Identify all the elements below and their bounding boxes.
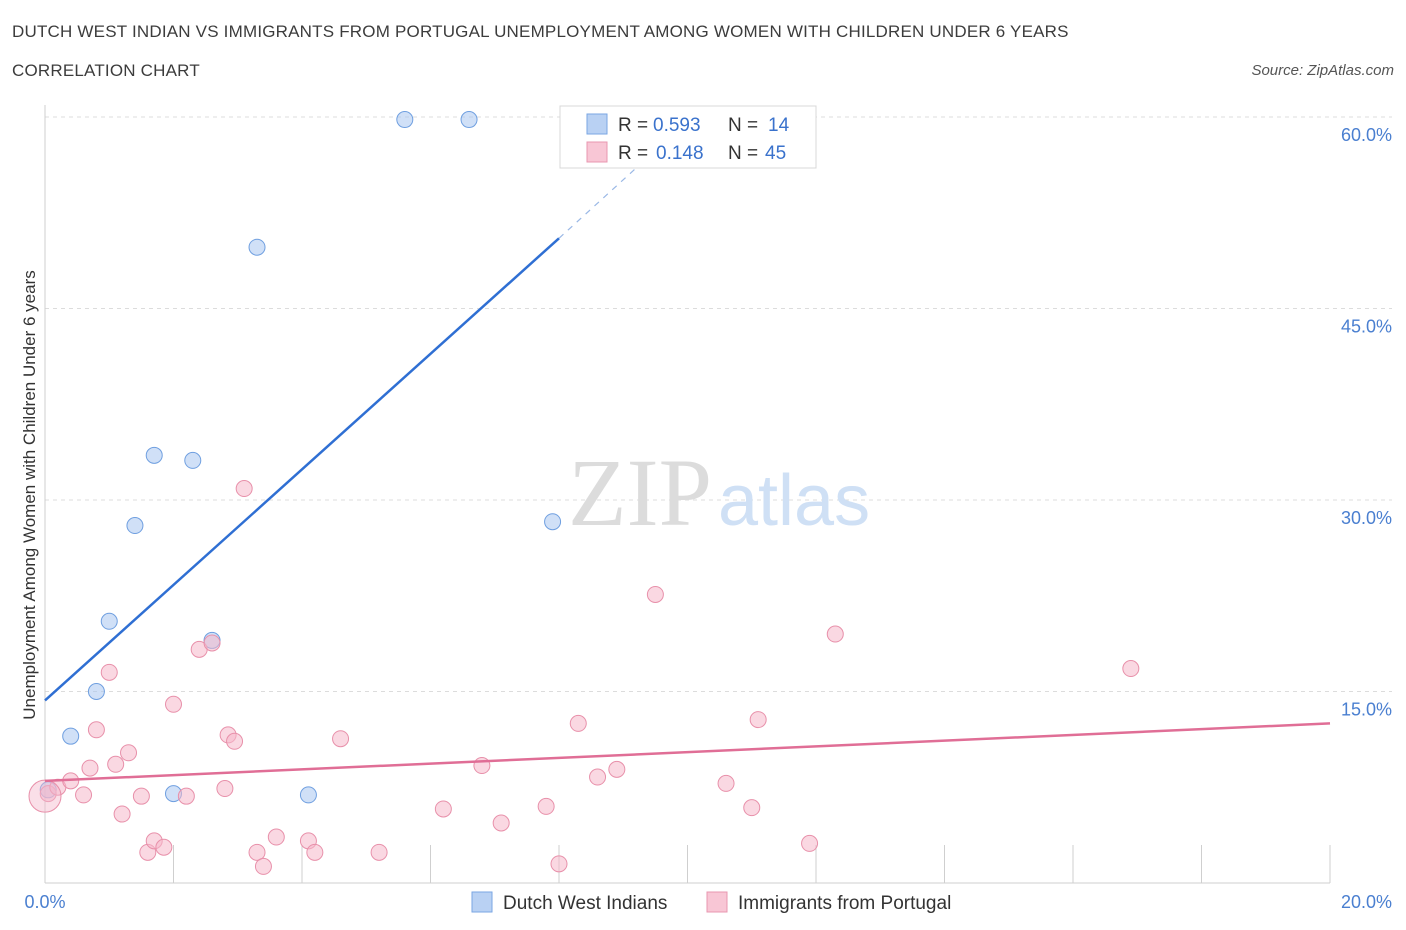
- y-tick-label-0: 15.0%: [1341, 700, 1392, 720]
- y-axis-label: Unemployment Among Women with Children U…: [20, 270, 39, 719]
- trend-line-series0: [44, 237, 560, 702]
- point-series1-32: [537, 797, 555, 815]
- chart-title: DUTCH WEST INDIAN VS IMMIGRANTS FROM POR…: [12, 22, 1069, 41]
- bottom-legend-label-portugal: Immigrants from Portugal: [738, 893, 951, 914]
- point-series1-35: [589, 768, 607, 786]
- y-tick-label-2: 45.0%: [1341, 317, 1392, 337]
- point-series1-38: [717, 774, 735, 792]
- point-series1-42: [826, 625, 844, 643]
- data-points: [28, 111, 1140, 875]
- legend-r-value-dutch: 0.593: [653, 115, 701, 136]
- trend-extension-series0: [558, 167, 637, 239]
- legend-n-value-dutch: 14: [768, 115, 790, 136]
- legend-swatch-dutch: [586, 113, 608, 135]
- point-series1-36: [608, 760, 626, 778]
- point-series1-8: [113, 805, 131, 823]
- point-series1-26: [306, 843, 324, 861]
- legend-swatch-portugal: [586, 141, 608, 163]
- point-series0-3: [100, 612, 118, 630]
- point-series1-20: [226, 732, 244, 750]
- point-series1-37: [646, 585, 664, 603]
- series-legend: Dutch West Indians Immigrants from Portu…: [471, 891, 951, 914]
- x-tick-label-1: 20.0%: [1341, 892, 1392, 912]
- chart-subtitle: CORRELATION CHART: [12, 61, 200, 80]
- legend-n-label-dutch: N =: [728, 115, 758, 136]
- point-series1-39: [743, 799, 761, 817]
- point-series1-23: [254, 857, 272, 875]
- point-series1-31: [492, 814, 510, 832]
- point-series1-4: [81, 759, 99, 777]
- point-series0-1: [62, 727, 80, 745]
- point-series0-9: [248, 238, 266, 256]
- point-series1-29: [434, 800, 452, 818]
- point-series1-27: [332, 730, 350, 748]
- point-series1-40: [749, 711, 767, 729]
- watermark-zip: ZIP: [568, 439, 712, 546]
- axes: [44, 105, 1331, 884]
- point-series1-22: [248, 843, 266, 861]
- trend-lines: [44, 167, 1331, 783]
- bottom-legend-swatch-dutch: [471, 891, 493, 913]
- point-series1-6: [100, 663, 118, 681]
- point-series1-41: [801, 834, 819, 852]
- point-series1-9: [120, 744, 138, 762]
- point-series1-24: [267, 828, 285, 846]
- point-series1-14: [165, 695, 182, 713]
- x-tick-labels: 0.0% 20.0%: [24, 892, 1392, 912]
- point-series1-44: [28, 779, 62, 813]
- point-series0-4: [126, 517, 144, 535]
- trend-line-series1: [44, 722, 1331, 783]
- legend-r-value-portugal: 0.148: [656, 143, 704, 164]
- point-series1-28: [370, 843, 388, 861]
- point-series0-13: [544, 513, 562, 531]
- legend-n-label-portugal: N =: [728, 143, 758, 164]
- legend-n-value-portugal: 45: [765, 143, 786, 164]
- point-series1-34: [569, 714, 587, 732]
- point-series0-2: [87, 683, 105, 700]
- point-series0-11: [396, 111, 414, 129]
- bottom-legend-swatch-portugal: [706, 891, 728, 913]
- point-series0-6: [184, 451, 202, 469]
- point-series0-10: [299, 786, 317, 804]
- watermark-atlas: atlas: [718, 461, 870, 541]
- grid-lines: [45, 116, 1392, 692]
- point-series1-33: [550, 855, 568, 873]
- legend-r-label-dutch: R =: [618, 115, 648, 136]
- point-series1-3: [75, 786, 93, 804]
- y-tick-labels: 15.0% 30.0% 45.0% 60.0%: [1341, 125, 1392, 720]
- chart-source: Source: ZipAtlas.com: [1251, 62, 1394, 79]
- point-series1-10: [132, 787, 150, 805]
- point-series0-12: [460, 111, 478, 129]
- point-series1-21: [235, 480, 253, 498]
- watermark: ZIP atlas: [568, 439, 870, 546]
- y-tick-label-1: 30.0%: [1341, 508, 1392, 528]
- bottom-legend-label-dutch: Dutch West Indians: [503, 893, 667, 914]
- point-series1-13: [155, 838, 173, 856]
- point-series1-5: [87, 721, 105, 739]
- y-tick-label-3: 60.0%: [1341, 125, 1392, 145]
- legend-r-label-portugal: R =: [618, 143, 648, 164]
- correlation-legend: R = 0.593 N = 14 R = 0.148 N = 45: [559, 105, 817, 169]
- point-series1-17: [203, 634, 221, 652]
- point-series1-7: [107, 755, 125, 773]
- point-series1-15: [177, 787, 195, 805]
- x-tick-label-0: 0.0%: [24, 892, 65, 912]
- point-series1-18: [216, 780, 234, 798]
- point-series1-43: [1122, 660, 1140, 678]
- point-series0-5: [145, 446, 163, 464]
